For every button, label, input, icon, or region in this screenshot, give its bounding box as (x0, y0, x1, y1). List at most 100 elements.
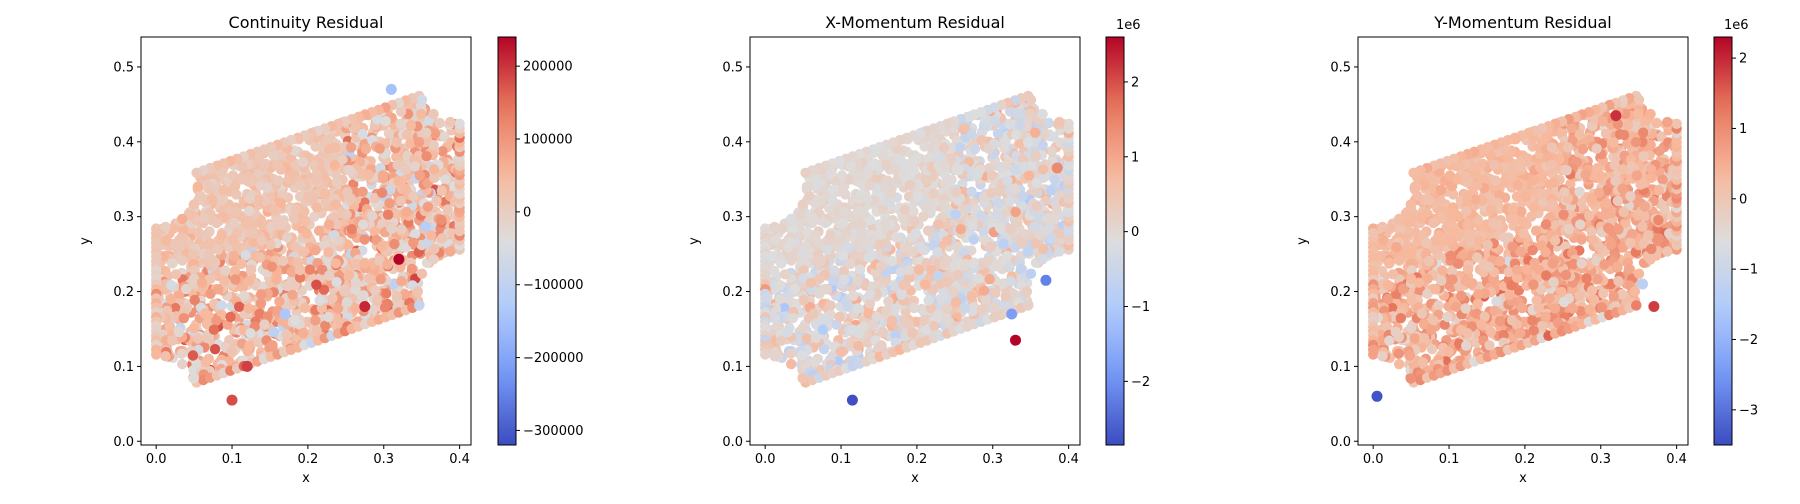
scatter-point (836, 235, 846, 245)
scatter-point (410, 161, 420, 171)
scatter-point (314, 295, 324, 305)
scatter-point (304, 191, 314, 201)
scatter-point (783, 327, 793, 337)
scatter-point (923, 295, 933, 305)
scatter-point (230, 207, 240, 217)
scatter-point (272, 160, 282, 170)
scatter-point (986, 241, 996, 251)
scatter-point (351, 303, 361, 313)
scatter-point (1037, 109, 1047, 119)
scatter-point (342, 187, 352, 197)
scatter-point (818, 325, 828, 335)
scatter-point (408, 191, 418, 201)
scatter-point (377, 188, 387, 198)
x-tick-label: 0.2 (298, 452, 319, 467)
scatter-point (323, 312, 333, 322)
scatter-point (323, 247, 333, 257)
scatter-point (378, 170, 388, 180)
scatter-point (848, 291, 858, 301)
scatter-point (1054, 117, 1064, 127)
scatter-point (274, 296, 284, 306)
scatter-point (255, 252, 265, 262)
y-tick-label: 0.2 (722, 285, 743, 300)
colorbar-gradient (498, 37, 516, 445)
scatter-point (305, 264, 315, 274)
scatter-point (868, 159, 878, 169)
y-tick-label: 0.0 (722, 435, 743, 450)
scatter-point (998, 239, 1008, 249)
scatter-point (799, 295, 809, 305)
scatter-point-extreme (1040, 275, 1051, 286)
scatter-point (905, 180, 915, 190)
scatter-point (838, 251, 848, 261)
scatter-point (247, 229, 257, 239)
scatter-point (920, 280, 930, 290)
scatter-point (1038, 164, 1048, 174)
scatter-point (282, 232, 292, 242)
scatter-point (298, 328, 308, 338)
scatter-point (881, 306, 891, 316)
scatter-point (981, 295, 991, 305)
scatter-point (820, 316, 830, 326)
scatter-point (1024, 170, 1034, 180)
scatter-point (377, 241, 387, 251)
scatter-point (951, 297, 961, 307)
scatter-point (239, 291, 249, 301)
scatter-point (177, 349, 187, 359)
scatter-point (167, 336, 177, 346)
scatter-point (865, 298, 875, 308)
scatter-point (225, 312, 235, 322)
scatter-point (256, 289, 266, 299)
scatter-point (899, 315, 909, 325)
scatter-point (977, 304, 987, 314)
scatter-point (213, 284, 223, 294)
scatter-point (868, 319, 878, 329)
scatter-point (416, 109, 426, 119)
y-tick-label: 0.3 (722, 210, 743, 225)
scatter-point (417, 269, 427, 279)
scatter-point (809, 308, 819, 318)
scatter-point (1011, 130, 1021, 140)
scatter-point (435, 118, 445, 128)
scatter-point (878, 327, 888, 337)
scatter-point (804, 191, 814, 201)
scatter-point (876, 262, 886, 272)
scatter-point (358, 219, 368, 229)
scatter-point (1025, 109, 1035, 119)
scatter-point (896, 290, 906, 300)
scatter-point (234, 302, 244, 312)
scatter-point (865, 289, 875, 299)
scatter-point (819, 344, 829, 354)
scatter-point (856, 229, 866, 239)
scatter-point (942, 303, 952, 313)
scatter-point (437, 233, 447, 243)
scatter-point-extreme (1010, 335, 1021, 346)
scatter-point (151, 349, 161, 359)
scatter-point (885, 198, 895, 208)
scatter-point (984, 143, 994, 153)
scatter-point (257, 235, 267, 245)
colorbar-tick-label: 0 (523, 205, 531, 220)
scatter-point (393, 176, 403, 186)
scatter-point (177, 255, 187, 265)
scatter-point (346, 142, 356, 152)
scatter-point (342, 297, 352, 307)
scatter-point (1015, 120, 1025, 130)
scatter-point (166, 280, 176, 290)
scatter-point (367, 211, 377, 221)
scatter-point (1032, 202, 1042, 212)
scatter-point (907, 157, 917, 167)
scatter-point (204, 238, 214, 248)
scatter-point (171, 269, 181, 279)
scatter-point (882, 175, 892, 185)
scatter-point (899, 205, 909, 215)
scatter-point (347, 224, 357, 234)
scatter-point (174, 327, 184, 337)
scatter-point (1001, 291, 1011, 301)
scatter-point (1038, 244, 1048, 254)
scatter-point (267, 262, 277, 272)
scatter-point (357, 291, 367, 301)
scatter-point (780, 269, 790, 279)
